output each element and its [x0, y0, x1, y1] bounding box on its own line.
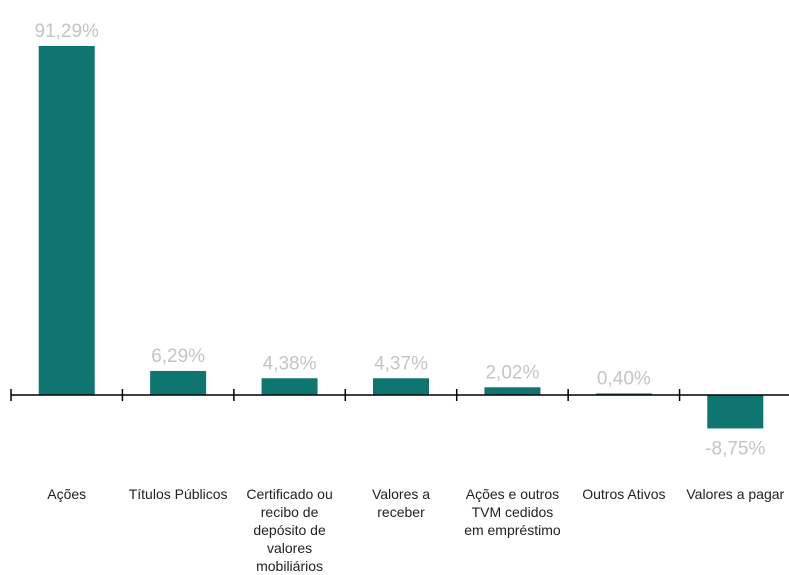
- value-label-4: 2,02%: [485, 362, 539, 383]
- x-axis: [10, 389, 789, 401]
- category-label-5: Outros Ativos: [582, 486, 665, 502]
- bar-5: [595, 393, 652, 395]
- bar-2: [261, 378, 318, 395]
- category-label-1: Títulos Públicos: [129, 486, 228, 502]
- category-label-4: Ações e outros TVM cedidos em empréstimo: [464, 486, 561, 538]
- value-label-2: 4,38%: [263, 353, 317, 374]
- bar-6: [707, 395, 764, 429]
- bar-0: [38, 46, 95, 395]
- category-label-2: Certificado ou recibo de depósito de valore…: [246, 486, 332, 574]
- category-label-3: Valores a receber: [372, 486, 430, 520]
- value-label-1: 6,29%: [151, 346, 205, 367]
- bar-4: [484, 387, 541, 395]
- value-label-5: 0,40%: [597, 368, 651, 389]
- value-label-0: 91,29%: [34, 21, 99, 42]
- category-label-0: Ações: [47, 486, 86, 502]
- value-labels-group: 91,29% 6,29% 4,38% 4,37% 2,02% 0,40% -8,75%: [34, 21, 765, 459]
- value-label-6: -8,75%: [705, 438, 765, 459]
- category-label-6: Valores a pagar: [686, 486, 784, 502]
- bar-1: [150, 370, 207, 395]
- category-labels-group: Ações Títulos Públicos Certificado ou recib…: [47, 486, 784, 574]
- bars-group: [38, 46, 764, 429]
- value-label-3: 4,37%: [374, 353, 428, 374]
- bar-3: [373, 378, 429, 395]
